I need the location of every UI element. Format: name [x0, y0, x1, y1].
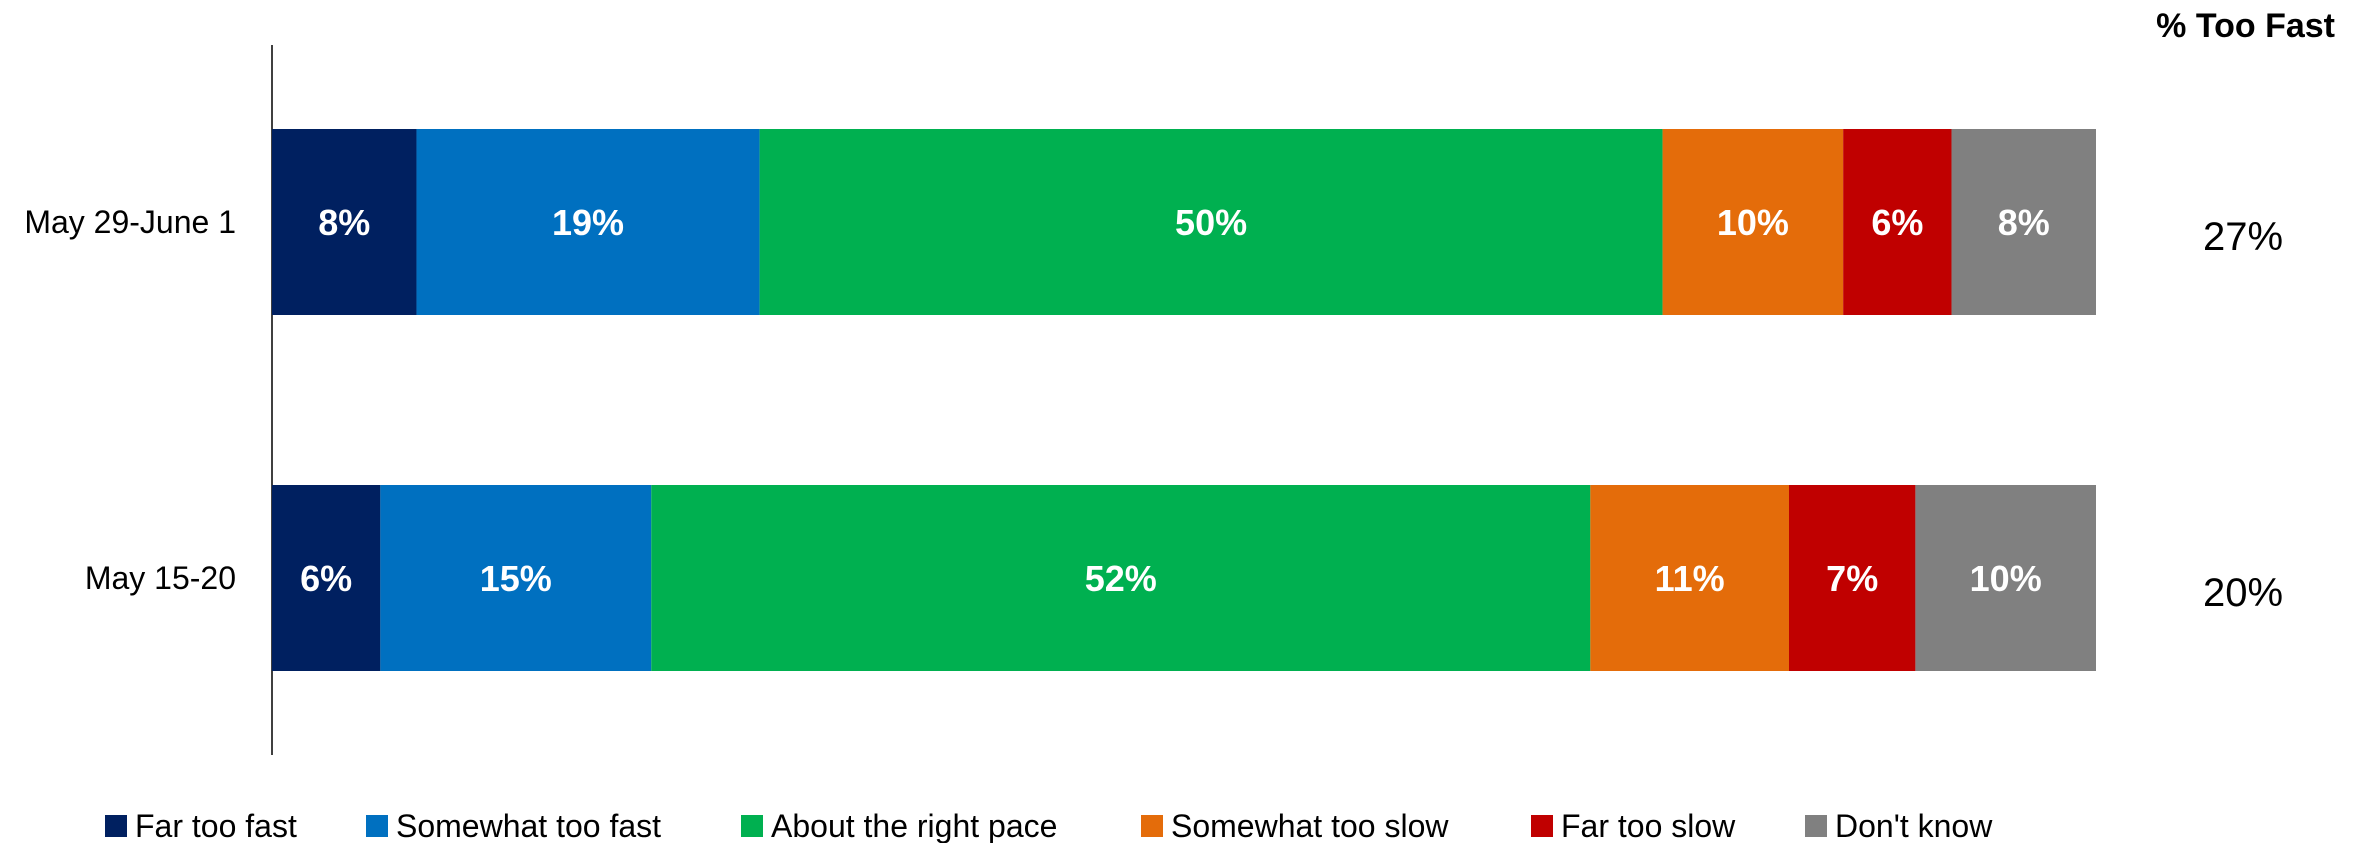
- legend-label: About the right pace: [771, 808, 1057, 843]
- legend-swatch: [1531, 815, 1553, 837]
- legend-swatch: [1805, 815, 1827, 837]
- category-label: May 15-20: [85, 560, 236, 596]
- bar-segment-about-the-right-pace-row-1: [759, 129, 1663, 315]
- legend-label: Somewhat too fast: [396, 808, 661, 843]
- bar-segment-far-too-slow-row-1: [1843, 129, 1952, 315]
- data-label: 10%: [1717, 202, 1789, 243]
- bar-segment-about-the-right-pace-row-2: [651, 485, 1591, 671]
- side-column-value: 20%: [2203, 571, 2283, 615]
- bar-segment-don-t-know-row-2: [1915, 485, 2096, 671]
- category-label: May 29-June 1: [24, 204, 236, 240]
- data-label: 7%: [1826, 558, 1878, 599]
- data-label: 52%: [1085, 558, 1157, 599]
- data-label: 8%: [318, 202, 370, 243]
- bar-segment-somewhat-too-fast-row-2: [380, 485, 652, 671]
- legend-swatch: [366, 815, 388, 837]
- legend-swatch: [741, 815, 763, 837]
- side-column-header: % Too Fast: [2156, 7, 2335, 45]
- side-values-group: 27% 20%: [2203, 215, 2283, 615]
- data-label: 19%: [552, 202, 624, 243]
- legend-swatch: [1141, 815, 1163, 837]
- legend-label: Far too slow: [1561, 808, 1736, 843]
- data-label: 8%: [1998, 202, 2050, 243]
- bars-group: 8% 19% 50% 10% 6% 8% 6% 15% 52% 11% 7% 10%: [272, 129, 2096, 671]
- bar-segment-far-too-fast-row-1: [272, 129, 417, 315]
- data-label: 10%: [1970, 558, 2042, 599]
- bar-segment-somewhat-too-slow-row-2: [1590, 485, 1789, 671]
- legend-label: Somewhat too slow: [1171, 808, 1449, 843]
- bar-segment-don-t-know-row-1: [1951, 129, 2096, 315]
- data-label: 6%: [1871, 202, 1923, 243]
- bar-segment-somewhat-too-slow-row-1: [1662, 129, 1844, 315]
- bar-segment-far-too-fast-row-2: [272, 485, 381, 671]
- data-label: 50%: [1175, 202, 1247, 243]
- legend-label: Don't know: [1835, 808, 1993, 843]
- data-label: 11%: [1655, 558, 1725, 599]
- row-labels-group: May 29-June 1 May 15-20: [24, 204, 236, 596]
- legend-swatch: [105, 815, 127, 837]
- bar-segment-far-too-slow-row-2: [1788, 485, 1916, 671]
- data-label: 15%: [480, 558, 552, 599]
- data-label: 6%: [300, 558, 352, 599]
- legend: Far too fast Somewhat too fast About the r…: [105, 808, 1993, 843]
- side-column-value: 27%: [2203, 215, 2283, 259]
- legend-label: Far too fast: [135, 808, 297, 843]
- bar-segment-somewhat-too-fast-row-1: [416, 129, 760, 315]
